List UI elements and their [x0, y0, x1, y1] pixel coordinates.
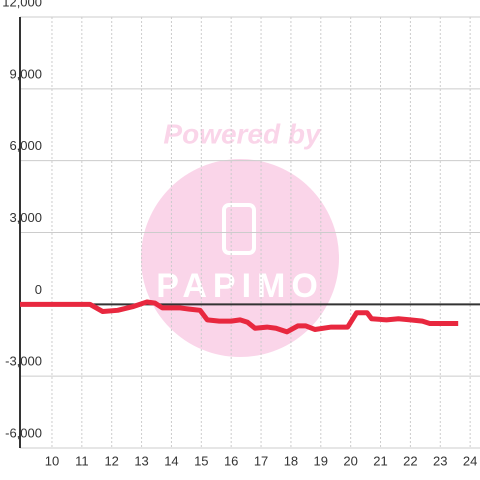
y-tick-label: 12,000	[2, 0, 42, 9]
x-tick-label: 20	[343, 453, 357, 468]
x-tick-label: 24	[463, 453, 477, 468]
x-tick-label: 21	[373, 453, 387, 468]
x-tick-label: 12	[104, 453, 118, 468]
x-tick-label: 16	[224, 453, 238, 468]
x-tick-label: 18	[284, 453, 298, 468]
x-tick-label: 14	[164, 453, 178, 468]
y-tick-label: 0	[35, 282, 42, 297]
watermark-logo: PAPIMO	[156, 267, 324, 305]
x-tick-label: 10	[45, 453, 59, 468]
watermark-icon	[222, 203, 256, 255]
line	[20, 299, 459, 335]
x-tick-label: 11	[75, 453, 89, 468]
y-tick-label: -3,000	[5, 354, 42, 369]
x-tick-label: 23	[433, 453, 447, 468]
x-tick-label: 15	[194, 453, 208, 468]
watermark-text: Powered by	[163, 118, 322, 149]
x-tick-label: 19	[314, 453, 328, 468]
y-tick-label: 3,000	[9, 210, 42, 225]
y-tick-label: -6,000	[5, 425, 42, 440]
x-tick-label: 17	[254, 453, 268, 468]
y-tick-label: 9,000	[9, 66, 42, 81]
x-tick-label: 22	[403, 453, 417, 468]
x-tick-label: 13	[134, 453, 148, 468]
y-tick-label: 6,000	[9, 138, 42, 153]
